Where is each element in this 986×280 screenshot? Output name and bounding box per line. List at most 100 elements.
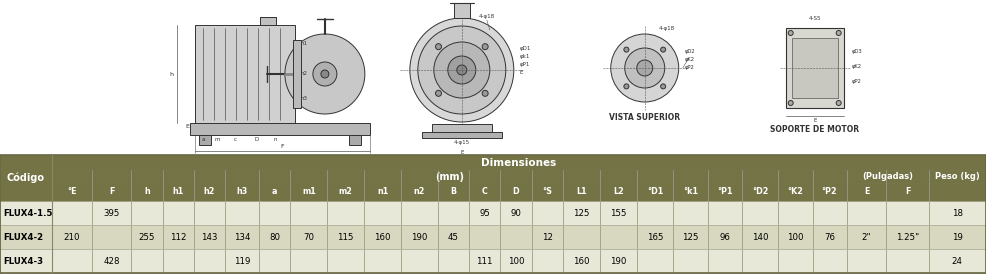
Text: °D2: °D2 — [752, 188, 768, 197]
Text: 210: 210 — [63, 232, 80, 241]
Bar — [225, 201, 259, 225]
Bar — [500, 201, 531, 225]
Bar — [163, 183, 194, 201]
Text: 24: 24 — [951, 256, 962, 265]
Text: h: h — [169, 71, 173, 76]
Bar — [673, 201, 708, 225]
Text: D: D — [513, 188, 520, 197]
Bar — [92, 183, 131, 201]
Text: °k1: °k1 — [683, 188, 698, 197]
Text: 160: 160 — [375, 232, 390, 241]
Circle shape — [661, 84, 666, 89]
Bar — [708, 249, 741, 273]
Text: L2: L2 — [612, 188, 623, 197]
Text: 119: 119 — [234, 256, 250, 265]
Circle shape — [285, 34, 365, 114]
Bar — [779, 201, 812, 225]
Text: 190: 190 — [411, 232, 428, 241]
Bar — [779, 225, 812, 249]
Bar — [637, 225, 673, 249]
Text: φD2: φD2 — [684, 49, 695, 54]
Text: E: E — [460, 150, 463, 155]
Text: Código: Código — [7, 173, 45, 183]
Bar — [260, 17, 276, 25]
Text: 100: 100 — [508, 256, 525, 265]
Text: 255: 255 — [139, 232, 156, 241]
Bar — [469, 201, 500, 225]
Text: m: m — [214, 137, 220, 142]
Circle shape — [418, 26, 506, 114]
Text: 165: 165 — [647, 232, 664, 241]
Text: φP2: φP2 — [684, 65, 694, 70]
Text: φK2: φK2 — [684, 57, 695, 62]
Bar — [364, 249, 401, 273]
Text: 134: 134 — [234, 232, 250, 241]
Bar — [290, 249, 327, 273]
Bar — [779, 249, 812, 273]
Text: 4-φ18: 4-φ18 — [659, 26, 674, 31]
Text: h2: h2 — [204, 188, 215, 197]
Circle shape — [836, 31, 841, 36]
Bar — [741, 183, 779, 201]
Text: (Pulgadas): (Pulgadas) — [862, 172, 913, 181]
Text: 125: 125 — [682, 232, 699, 241]
Text: h1: h1 — [173, 188, 183, 197]
Circle shape — [434, 42, 490, 98]
Bar — [438, 249, 469, 273]
Bar — [741, 201, 779, 225]
Bar — [52, 183, 92, 201]
Text: 143: 143 — [201, 232, 218, 241]
Circle shape — [482, 44, 488, 50]
Text: VISTA SUPERIOR: VISTA SUPERIOR — [609, 113, 680, 122]
Text: 18: 18 — [951, 209, 962, 218]
Bar — [886, 201, 929, 225]
Bar — [929, 249, 986, 273]
Bar — [422, 132, 502, 138]
Text: B: B — [451, 188, 457, 197]
Text: φP1: φP1 — [520, 62, 530, 67]
Text: h3: h3 — [237, 188, 247, 197]
Text: 4-φ15: 4-φ15 — [454, 140, 470, 145]
Text: F: F — [905, 188, 910, 197]
Circle shape — [625, 48, 665, 88]
Circle shape — [410, 18, 514, 122]
Bar — [290, 201, 327, 225]
Bar — [327, 201, 364, 225]
Bar — [438, 201, 469, 225]
Bar — [194, 249, 225, 273]
Text: 155: 155 — [610, 209, 626, 218]
Text: 2": 2" — [862, 232, 872, 241]
Text: φD1: φD1 — [520, 46, 531, 51]
Bar — [929, 201, 986, 225]
Bar — [194, 225, 225, 249]
Text: a: a — [201, 137, 205, 142]
Bar — [708, 201, 741, 225]
Bar — [792, 38, 838, 98]
Text: φk1: φk1 — [520, 54, 530, 59]
Bar — [364, 183, 401, 201]
Bar — [0, 155, 986, 273]
Bar — [0, 201, 52, 225]
Bar — [52, 201, 92, 225]
Circle shape — [320, 70, 329, 78]
Text: 100: 100 — [787, 232, 804, 241]
Bar — [0, 249, 52, 273]
Bar — [637, 201, 673, 225]
Bar — [812, 201, 847, 225]
Bar — [847, 225, 886, 249]
Text: E: E — [864, 188, 869, 197]
Circle shape — [624, 47, 629, 52]
Text: F: F — [281, 144, 284, 149]
Bar — [673, 183, 708, 201]
Text: 4-φ18: 4-φ18 — [479, 14, 495, 19]
Bar — [847, 183, 886, 201]
Bar — [500, 225, 531, 249]
Bar — [779, 183, 812, 201]
Bar — [741, 225, 779, 249]
Bar — [194, 201, 225, 225]
Bar — [290, 183, 327, 201]
Text: 70: 70 — [304, 232, 315, 241]
Bar — [741, 249, 779, 273]
Bar — [847, 201, 886, 225]
Text: 90: 90 — [511, 209, 522, 218]
